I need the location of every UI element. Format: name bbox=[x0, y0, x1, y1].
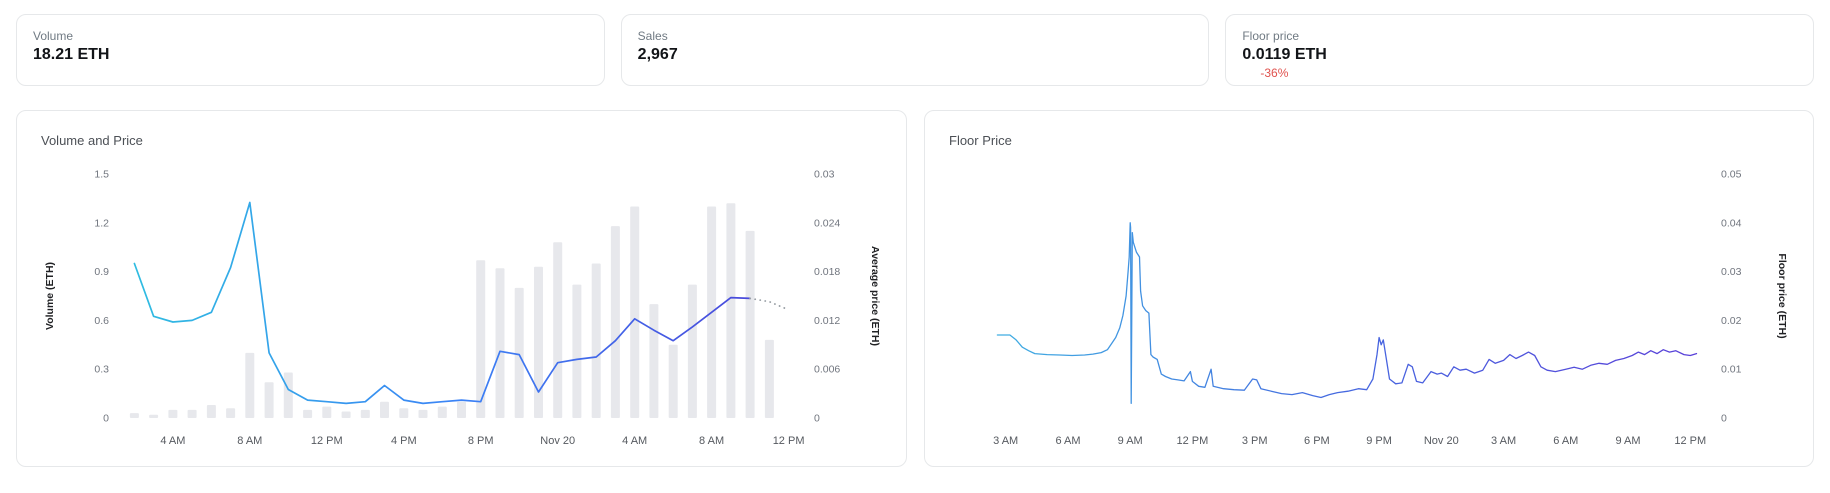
svg-text:1.2: 1.2 bbox=[94, 217, 109, 229]
floor-price-stat-card: Floor price 0.0119 ETH -36% bbox=[1225, 14, 1815, 86]
svg-text:1.5: 1.5 bbox=[94, 169, 109, 181]
svg-text:3 AM: 3 AM bbox=[1491, 435, 1516, 447]
svg-text:12 PM: 12 PM bbox=[1177, 435, 1209, 447]
stats-row: Volume 18.21 ETH Sales 2,967 Floor price… bbox=[16, 14, 1815, 86]
volume-price-chart[interactable]: 0 0.3 0.6 0.9 1.2 1.5 Volume (ETH) 0 0.006 0.012 0… bbox=[41, 160, 882, 452]
sales-stat-card: Sales 2,967 bbox=[620, 14, 1210, 86]
svg-text:4 PM: 4 PM bbox=[391, 435, 417, 447]
svg-text:Nov 20: Nov 20 bbox=[540, 435, 575, 447]
svg-text:12 PM: 12 PM bbox=[1674, 435, 1706, 447]
analytics-dashboard: Volume 18.21 ETH Sales 2,967 Floor price… bbox=[16, 14, 1815, 467]
floor-price-stat-value: 0.0119 ETH bbox=[1242, 46, 1327, 63]
svg-text:3 PM: 3 PM bbox=[1242, 435, 1268, 447]
svg-text:0.012: 0.012 bbox=[814, 315, 840, 327]
floor-delta: -36% bbox=[1260, 66, 1289, 80]
svg-text:6 AM: 6 AM bbox=[1553, 435, 1578, 447]
svg-text:Volume (ETH): Volume (ETH) bbox=[44, 262, 56, 330]
svg-text:9 AM: 9 AM bbox=[1118, 435, 1143, 447]
svg-text:9 AM: 9 AM bbox=[1615, 435, 1640, 447]
svg-text:6 PM: 6 PM bbox=[1304, 435, 1330, 447]
charts-row: Volume and Price 0 0.3 0.6 0.9 1.2 1.5 Volume … bbox=[16, 110, 1814, 467]
floor-price-panel: Floor Price 0 0.01 0.02 0.03 0.04 0.05 Floor p… bbox=[924, 110, 1814, 467]
svg-text:0.02: 0.02 bbox=[1721, 315, 1742, 327]
svg-text:4 AM: 4 AM bbox=[622, 435, 647, 447]
floor-price-chart[interactable]: 0 0.01 0.02 0.03 0.04 0.05 Floor price (ETH) 3 … bbox=[949, 160, 1789, 452]
svg-text:8 AM: 8 AM bbox=[237, 435, 262, 447]
svg-text:Floor price (ETH): Floor price (ETH) bbox=[1776, 253, 1788, 338]
volume-price-chart-title: Volume and Price bbox=[41, 133, 143, 148]
svg-text:0.03: 0.03 bbox=[1721, 266, 1742, 278]
svg-text:8 PM: 8 PM bbox=[468, 435, 494, 447]
svg-text:Nov 20: Nov 20 bbox=[1424, 435, 1459, 447]
svg-text:0.018: 0.018 bbox=[814, 266, 840, 278]
svg-text:0.6: 0.6 bbox=[94, 315, 109, 327]
svg-text:Average price (ETH): Average price (ETH) bbox=[869, 246, 881, 346]
svg-text:0: 0 bbox=[103, 413, 109, 425]
sales-stat-label: Sales bbox=[637, 29, 668, 43]
svg-text:3 AM: 3 AM bbox=[993, 435, 1018, 447]
volume-stat-label: Volume bbox=[33, 29, 74, 43]
svg-text:0.024: 0.024 bbox=[814, 217, 840, 229]
svg-text:12 PM: 12 PM bbox=[773, 435, 805, 447]
floor-price-chart-svg: 0 0.01 0.02 0.03 0.04 0.05 Floor price (ETH) 3 … bbox=[993, 169, 1788, 448]
svg-text:9 PM: 9 PM bbox=[1366, 435, 1392, 447]
svg-text:4 AM: 4 AM bbox=[160, 435, 185, 447]
svg-text:0.3: 0.3 bbox=[94, 364, 109, 376]
volume-price-panel: Volume and Price 0 0.3 0.6 0.9 1.2 1.5 Volume … bbox=[16, 110, 907, 467]
volume-stat-card: Volume 18.21 ETH bbox=[16, 14, 605, 86]
svg-text:0: 0 bbox=[814, 413, 820, 425]
svg-text:0.04: 0.04 bbox=[1721, 217, 1742, 229]
svg-text:0.05: 0.05 bbox=[1721, 169, 1742, 181]
svg-text:12 PM: 12 PM bbox=[311, 435, 343, 447]
svg-text:0.01: 0.01 bbox=[1721, 364, 1742, 376]
volume-stat-value: 18.21 ETH bbox=[33, 46, 110, 63]
sales-stat-value: 2,967 bbox=[637, 46, 678, 63]
svg-text:0.006: 0.006 bbox=[814, 364, 840, 376]
svg-text:0: 0 bbox=[1721, 413, 1727, 425]
svg-text:0.03: 0.03 bbox=[814, 169, 835, 181]
svg-text:8 AM: 8 AM bbox=[699, 435, 724, 447]
svg-text:6 AM: 6 AM bbox=[1055, 435, 1080, 447]
volume-price-chart-svg: 0 0.3 0.6 0.9 1.2 1.5 Volume (ETH) 0 0.006 0.012 0… bbox=[44, 169, 881, 448]
floor-price-stat-label: Floor price bbox=[1242, 29, 1300, 43]
floor-price-chart-title: Floor Price bbox=[949, 133, 1012, 148]
svg-text:0.9: 0.9 bbox=[94, 266, 109, 278]
